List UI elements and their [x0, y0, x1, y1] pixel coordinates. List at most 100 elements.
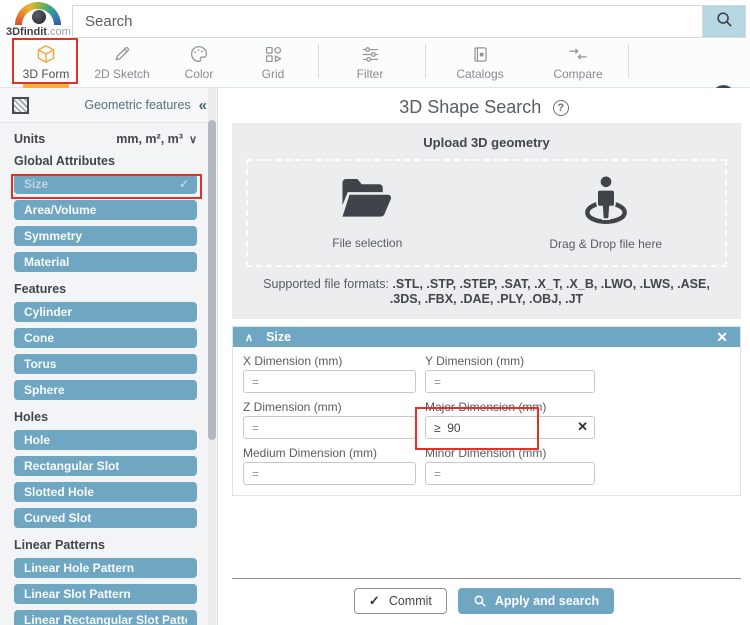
medium-dimension-input[interactable]	[243, 462, 416, 485]
drag-drop-label: Drag & Drop file here	[549, 236, 663, 251]
sidebar-item-label: Torus	[24, 357, 57, 371]
sidebar-scrollbar-thumb[interactable]	[208, 120, 216, 440]
tab-3d-form[interactable]: 3D Form	[14, 44, 78, 88]
check-icon: ✓	[178, 177, 189, 191]
logo-arc-icon	[15, 2, 61, 25]
sidebar-title: Geometric features	[84, 98, 191, 112]
section-heading-global-attributes: Global Attributes	[14, 154, 115, 168]
tab-label: 3D Form	[22, 67, 70, 81]
file-selection-button[interactable]: File selection	[248, 161, 487, 265]
sidebar-item-symmetry[interactable]: Symmetry	[14, 226, 197, 246]
sliders-icon	[361, 44, 380, 64]
search-button[interactable]	[702, 5, 746, 38]
apply-button-label: Apply and search	[494, 594, 600, 608]
tab-2d-sketch[interactable]: 2D Sketch	[80, 44, 164, 84]
upload-dropzone[interactable]: File selection Drag & Drop file here	[246, 159, 727, 267]
sidebar-item-label: Hole	[24, 433, 51, 447]
sidebar-content: Units mm, m², m³ ∨ Global Attributes Siz…	[0, 123, 217, 625]
collapse-sidebar-icon[interactable]: «	[198, 96, 207, 114]
sidebar-item-hole[interactable]: Hole	[14, 430, 197, 450]
logo[interactable]: 3Dfindit.com	[6, 2, 71, 39]
tab-catalogs[interactable]: Catalogs	[442, 44, 518, 84]
sidebar-item-area-volume[interactable]: Area/Volume	[14, 200, 197, 220]
tab-grid[interactable]: Grid	[241, 44, 305, 84]
toolbar-divider	[425, 44, 426, 78]
main-content: 3D Shape Search ? Upload 3D geometry Fil…	[218, 88, 750, 625]
y-dimension-input[interactable]	[425, 370, 595, 393]
check-icon: ✓	[368, 593, 380, 608]
commit-button[interactable]: ✓ Commit	[353, 588, 447, 614]
sidebar-item-label: Cylinder	[24, 305, 73, 319]
sidebar-item-cone[interactable]: Cone	[14, 328, 197, 348]
sidebar-item-size[interactable]: Size ✓	[14, 174, 197, 194]
sidebar-item-slotted-hole[interactable]: Slotted Hole	[14, 482, 197, 502]
units-dropdown[interactable]: mm, m², m³	[116, 132, 183, 146]
section-heading-holes: Holes	[14, 410, 49, 424]
field-z-dimension: Z Dimension (mm)	[243, 401, 416, 439]
toolbar-divider	[628, 44, 629, 78]
file-selection-label: File selection	[332, 235, 403, 250]
major-dimension-input[interactable]	[425, 416, 595, 439]
footer-divider	[232, 578, 741, 579]
help-icon[interactable]: ?	[552, 99, 569, 116]
minor-dimension-input[interactable]	[425, 462, 595, 485]
logo-text: 3Dfindit.com	[6, 26, 71, 38]
formats-list: .STL, .STP, .STEP, .SAT, .X_T, .X_B, .LW…	[389, 277, 710, 306]
tab-label: Compare	[553, 67, 603, 81]
search-icon	[473, 594, 495, 609]
chevron-down-icon[interactable]: ∨	[188, 133, 197, 146]
sidebar-item-label: Sphere	[24, 383, 65, 397]
sidebar-item-linear-slot-pattern[interactable]: Linear Slot Pattern	[14, 584, 197, 604]
chevron-up-icon[interactable]: ∧	[245, 331, 254, 344]
page-title-row: 3D Shape Search ?	[218, 88, 750, 123]
tab-label: Color	[184, 67, 214, 81]
units-row: Units mm, m², m³ ∨	[14, 132, 197, 146]
sidebar-item-sphere[interactable]: Sphere	[14, 380, 197, 400]
commit-button-label: Commit	[388, 594, 432, 608]
toolbar: 3D Form 2D Sketch Color	[0, 40, 750, 108]
tab-label: Grid	[261, 67, 285, 81]
size-panel-header[interactable]: ∧ Size ✕	[233, 327, 740, 347]
tab-filter[interactable]: Filter	[334, 44, 406, 84]
sidebar-item-cylinder[interactable]: Cylinder	[14, 302, 197, 322]
drag-drop-area[interactable]: Drag & Drop file here	[487, 161, 726, 265]
field-minor-dimension: Minor Dimension (mm)	[425, 447, 595, 485]
clear-input-icon[interactable]: ✕	[577, 419, 588, 434]
sidebar-item-label: Curved Slot	[24, 511, 92, 525]
sidebar-item-label: Linear Hole Pattern	[24, 561, 135, 575]
field-y-dimension: Y Dimension (mm)	[425, 355, 595, 393]
sidebar-item-rectangular-slot[interactable]: Rectangular Slot	[14, 456, 197, 476]
top-bar: 3Dfindit.com	[0, 0, 750, 40]
size-panel-body: X Dimension (mm) Y Dimension (mm) Z Dime…	[233, 347, 740, 495]
sidebar-item-curved-slot[interactable]: Curved Slot	[14, 508, 197, 528]
logo-brand: 3Dfindit	[6, 26, 47, 38]
sidebar-item-linear-rectangular-slot-pattern[interactable]: Linear Rectangular Slot Pattern	[14, 610, 197, 625]
person-ring-icon	[577, 175, 635, 229]
apply-and-search-button[interactable]: Apply and search	[457, 588, 615, 614]
sidebar-item-material[interactable]: Material	[14, 252, 197, 272]
search-icon	[715, 10, 734, 34]
palette-icon	[189, 44, 209, 64]
close-icon[interactable]: ✕	[716, 329, 728, 345]
x-dimension-input[interactable]	[243, 370, 416, 393]
hatched-square-icon	[12, 96, 29, 114]
z-dimension-input[interactable]	[243, 416, 416, 439]
field-label: Major Dimension (mm)	[425, 400, 547, 414]
sidebar-geometric-features: Geometric features « Units mm, m², m³ ∨ …	[0, 88, 218, 625]
tab-color[interactable]: Color	[163, 44, 235, 84]
search-input[interactable]	[72, 5, 702, 38]
field-label: Y Dimension (mm)	[425, 354, 525, 368]
merge-arrows-icon	[566, 44, 590, 64]
book-icon	[471, 44, 490, 64]
sidebar-item-label: Rectangular Slot	[24, 459, 120, 473]
tab-label: Filter	[356, 67, 384, 81]
open-folder-icon	[339, 177, 395, 228]
supported-formats: Supported file formats: .STL, .STP, .STE…	[258, 277, 715, 307]
section-heading-linear-patterns: Linear Patterns	[14, 538, 106, 552]
sidebar-item-linear-hole-pattern[interactable]: Linear Hole Pattern	[14, 558, 197, 578]
upload-heading: Upload 3D geometry	[423, 135, 550, 150]
tab-compare[interactable]: Compare	[540, 44, 616, 84]
section-heading-features: Features	[14, 282, 67, 296]
sidebar-item-torus[interactable]: Torus	[14, 354, 197, 374]
